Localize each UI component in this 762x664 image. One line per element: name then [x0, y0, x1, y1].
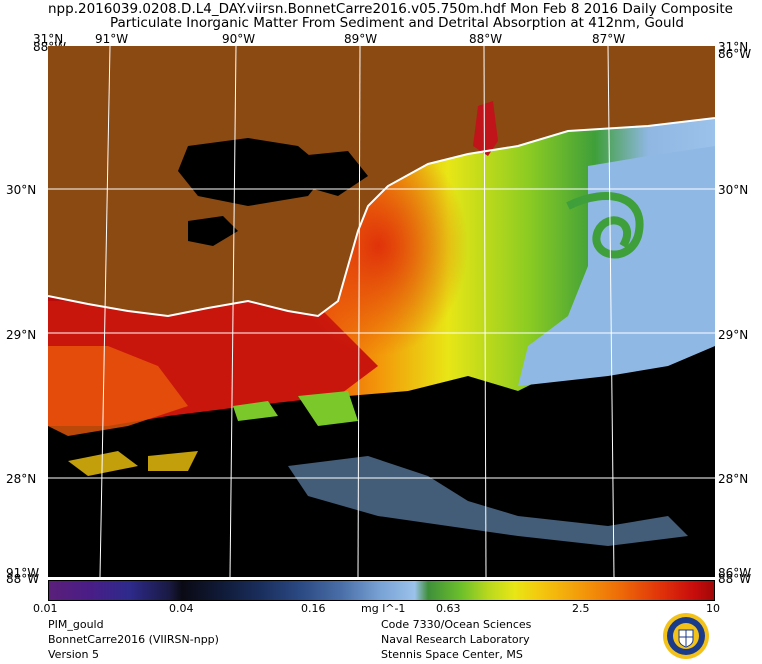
lon-label-top-91: 91°W — [95, 32, 129, 46]
lat-label-right-29: 29°N — [718, 328, 749, 342]
file-title: npp.2016039.0208.D.L4_DAY.viirsn.BonnetC… — [48, 1, 733, 17]
corner-bottom-right: 86°W — [718, 566, 752, 580]
small-patches — [68, 451, 198, 476]
lat-label-right-28: 28°N — [718, 472, 749, 486]
lon-label-top-90: 90°W — [222, 32, 256, 46]
org-location: Stennis Space Center, MS — [381, 648, 523, 661]
ocean-color-map — [48, 46, 715, 577]
region-name: BonnetCarre2016 (VIIRSN-npp) — [48, 633, 219, 646]
green-swirl — [566, 192, 644, 259]
product-name: PIM_gould — [48, 618, 104, 631]
western-lake — [188, 216, 238, 246]
meridian-88w — [483, 46, 487, 577]
corner-lon-top-right: 86°W — [718, 47, 752, 61]
graticule — [48, 46, 715, 577]
org-name: Naval Research Laboratory — [381, 633, 530, 646]
colorbar-tick-2: 0.16 — [301, 602, 326, 615]
green-patches — [233, 391, 358, 426]
lat-label-left-28: 28°N — [6, 472, 37, 486]
coastline — [48, 117, 715, 318]
colorbar-tick-0: 0.01 — [33, 602, 58, 615]
nrl-seal-icon — [663, 613, 709, 659]
corner-lat-top-right: 31°N — [718, 40, 749, 54]
mobile-bay — [473, 101, 498, 156]
colorbar-tick-4: 2.5 — [572, 602, 590, 615]
meridian-90w — [229, 46, 237, 577]
corner-lat-top-left: 31°N — [33, 32, 64, 46]
land — [48, 46, 715, 316]
meridian-87w — [607, 46, 615, 577]
corner-bottom-left-overlap: 88°W — [6, 572, 40, 586]
offshore-blue — [518, 146, 715, 386]
colorbar-tick-1: 0.04 — [169, 602, 194, 615]
lat-label-left-30: 30°N — [6, 183, 37, 197]
version: Version 5 — [48, 648, 99, 661]
corner-bottom-right-overlap: 88°W — [718, 572, 752, 586]
corner-bottom-left: 91°W — [6, 566, 40, 580]
lon-label-top-87: 87°W — [592, 32, 626, 46]
lat-label-right-30: 30°N — [718, 183, 749, 197]
lat-label-left-29: 29°N — [6, 328, 37, 342]
meridian-89w — [357, 46, 361, 577]
colorbar — [48, 580, 715, 601]
colorbar-tick-5: 10 — [706, 602, 720, 615]
lon-label-top-89: 89°W — [344, 32, 378, 46]
org-code: Code 7330/Ocean Sciences — [381, 618, 532, 631]
colorbar-tick-3: 0.63 — [436, 602, 461, 615]
western-orange-patches — [48, 346, 188, 436]
lake-borgne — [298, 151, 368, 196]
lon-label-top-88: 88°W — [469, 32, 503, 46]
meridian-91w — [99, 46, 111, 577]
colorbar-unit: mg l^-1 — [361, 602, 406, 615]
product-title: Particulate Inorganic Matter From Sedime… — [110, 15, 684, 31]
